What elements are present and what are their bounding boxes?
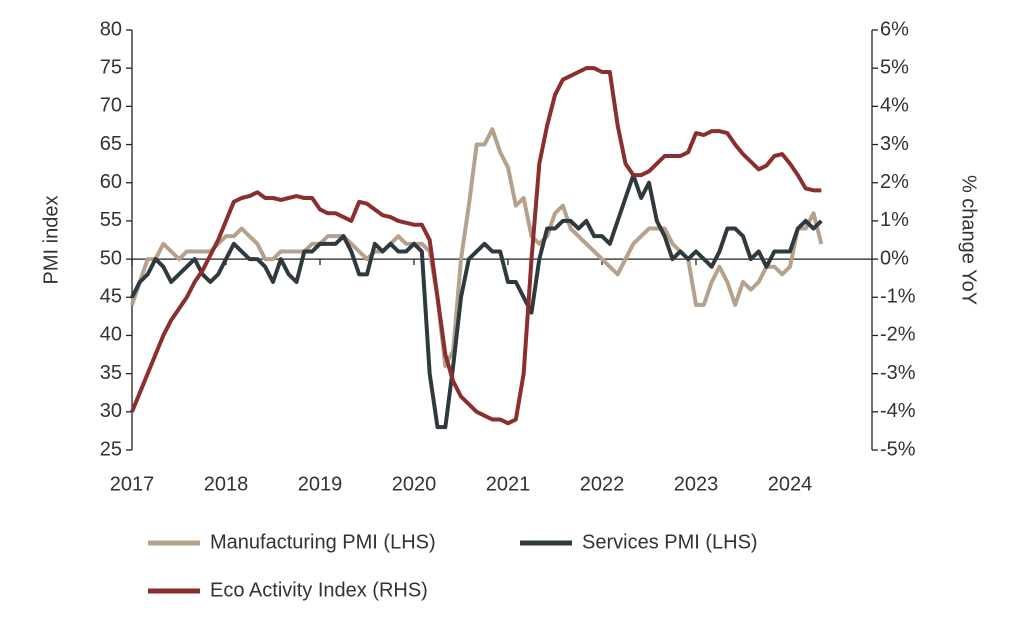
y2-tick-label: 2% xyxy=(880,171,909,193)
y-tick-label: 65 xyxy=(100,133,122,155)
y2-tick-label: 5% xyxy=(880,56,909,78)
y-tick-label: 30 xyxy=(100,400,122,422)
legend-label: Eco Activity Index (RHS) xyxy=(210,579,428,601)
y2-tick-label: 0% xyxy=(880,247,909,269)
x-tick-label: 2018 xyxy=(204,473,249,495)
series-line xyxy=(130,66,822,426)
x-tick-label: 2020 xyxy=(392,473,437,495)
x-tick-label: 2021 xyxy=(486,473,531,495)
x-tick-label: 2019 xyxy=(298,473,343,495)
legend-label: Services PMI (LHS) xyxy=(582,531,758,553)
x-tick-label: 2022 xyxy=(580,473,625,495)
y-tick-label: 60 xyxy=(100,171,122,193)
y2-tick-label: -1% xyxy=(880,286,916,308)
series-line xyxy=(130,127,824,368)
x-tick-label: 2017 xyxy=(110,473,155,495)
y2-tick-label: 4% xyxy=(880,95,909,117)
y-tick-label: 70 xyxy=(100,95,122,117)
y2-tick-label: -2% xyxy=(880,324,916,346)
y-tick-label: 50 xyxy=(100,247,122,269)
y-tick-label: 45 xyxy=(100,286,122,308)
y2-tick-label: -5% xyxy=(880,438,916,460)
y2-tick-label: 1% xyxy=(880,209,909,231)
y2-tick-label: -4% xyxy=(880,400,916,422)
y2-tick-label: 3% xyxy=(880,133,909,155)
y-axis-label: PMI index xyxy=(40,196,62,285)
y2-tick-label: -3% xyxy=(880,362,916,384)
y-tick-label: 25 xyxy=(100,438,122,460)
y-tick-label: 80 xyxy=(100,18,122,40)
y2-axis-label: % change YoY xyxy=(958,175,980,305)
x-tick-label: 2024 xyxy=(768,473,813,495)
legend-label: Manufacturing PMI (LHS) xyxy=(210,531,436,553)
y-tick-label: 55 xyxy=(100,209,122,231)
x-tick-label: 2023 xyxy=(674,473,719,495)
y-tick-label: 75 xyxy=(100,56,122,78)
y2-tick-label: 6% xyxy=(880,18,909,40)
series-line xyxy=(130,173,823,430)
y-tick-label: 40 xyxy=(100,324,122,346)
y-tick-label: 35 xyxy=(100,362,122,384)
